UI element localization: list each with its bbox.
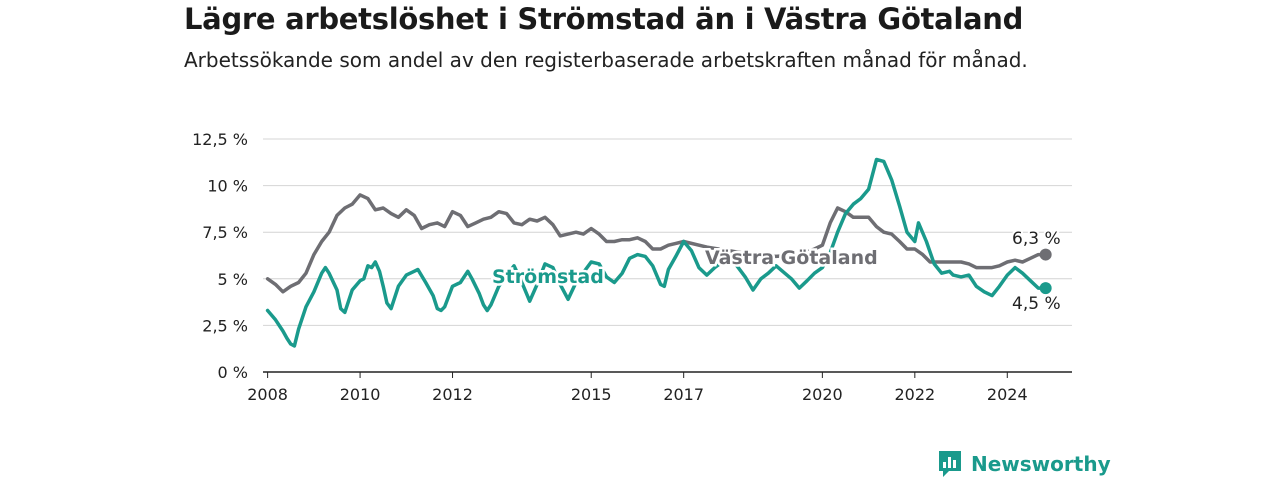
series-labels: Västra Götaland Strömstad 6,3 % 4,5 % xyxy=(490,227,1063,316)
series-line-stromstad xyxy=(265,157,1048,348)
end-point-vastra-gotaland xyxy=(1039,248,1052,261)
x-tick-label: 2017 xyxy=(663,385,704,404)
y-tick-label: 0 % xyxy=(218,363,248,382)
x-tick-label: 2024 xyxy=(987,385,1028,404)
series-line-vastra-gotaland xyxy=(265,193,1048,294)
newsworthy-chart-icon xyxy=(939,451,961,477)
end-label-vastra-gotaland: 6,3 % xyxy=(1012,229,1061,249)
chart-subtitle: Arbetssökande som andel av den registerb… xyxy=(184,48,1028,72)
y-tick-label: 12,5 % xyxy=(192,130,248,149)
x-tick-label: 2022 xyxy=(894,385,935,404)
chart-title: Lägre arbetslöshet i Strömstad än i Väst… xyxy=(184,2,1024,36)
y-tick-label: 5 % xyxy=(218,270,248,289)
brand-name: Newsworthy xyxy=(971,452,1111,476)
x-tick-label: 2020 xyxy=(802,385,843,404)
x-tick-label: 2012 xyxy=(432,385,473,404)
y-tick-label: 10 % xyxy=(207,177,248,196)
series-label-vastra-gotaland: Västra Götaland xyxy=(705,247,878,269)
series-lines xyxy=(265,157,1052,348)
series-label-stromstad: Strömstad xyxy=(492,266,604,288)
x-tick-label: 2015 xyxy=(571,385,612,404)
y-axis-ticks: 0 % 2,5 % 5 % 7,5 % 10 % 12,5 % xyxy=(192,130,248,382)
x-tick-label: 2010 xyxy=(340,385,381,404)
x-axis-ticks: 2008 2010 2012 2015 2017 2020 2022 2024 xyxy=(247,372,1028,404)
grid-lines xyxy=(263,138,1072,373)
end-label-stromstad: 4,5 % xyxy=(1012,294,1061,314)
end-point-stromstad xyxy=(1039,282,1052,295)
y-tick-label: 2,5 % xyxy=(202,316,248,335)
x-tick-label: 2008 xyxy=(247,385,288,404)
newsworthy-logo[interactable]: Newsworthy xyxy=(937,449,1111,479)
y-tick-label: 7,5 % xyxy=(202,223,248,242)
